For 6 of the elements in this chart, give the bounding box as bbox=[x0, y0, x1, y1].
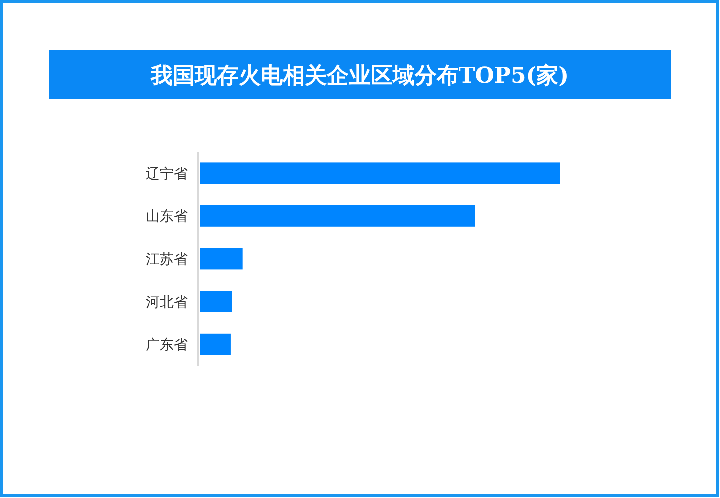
category-label: 山东省 bbox=[146, 209, 188, 226]
category-label: 河北省 bbox=[146, 294, 188, 311]
category-label: 江苏省 bbox=[146, 252, 188, 268]
title: 我国现存火电相关企业区域分布TOP5(家) bbox=[150, 63, 570, 89]
category-label: 辽宁省 bbox=[146, 166, 188, 182]
category-label: 广东省 bbox=[146, 338, 188, 354]
